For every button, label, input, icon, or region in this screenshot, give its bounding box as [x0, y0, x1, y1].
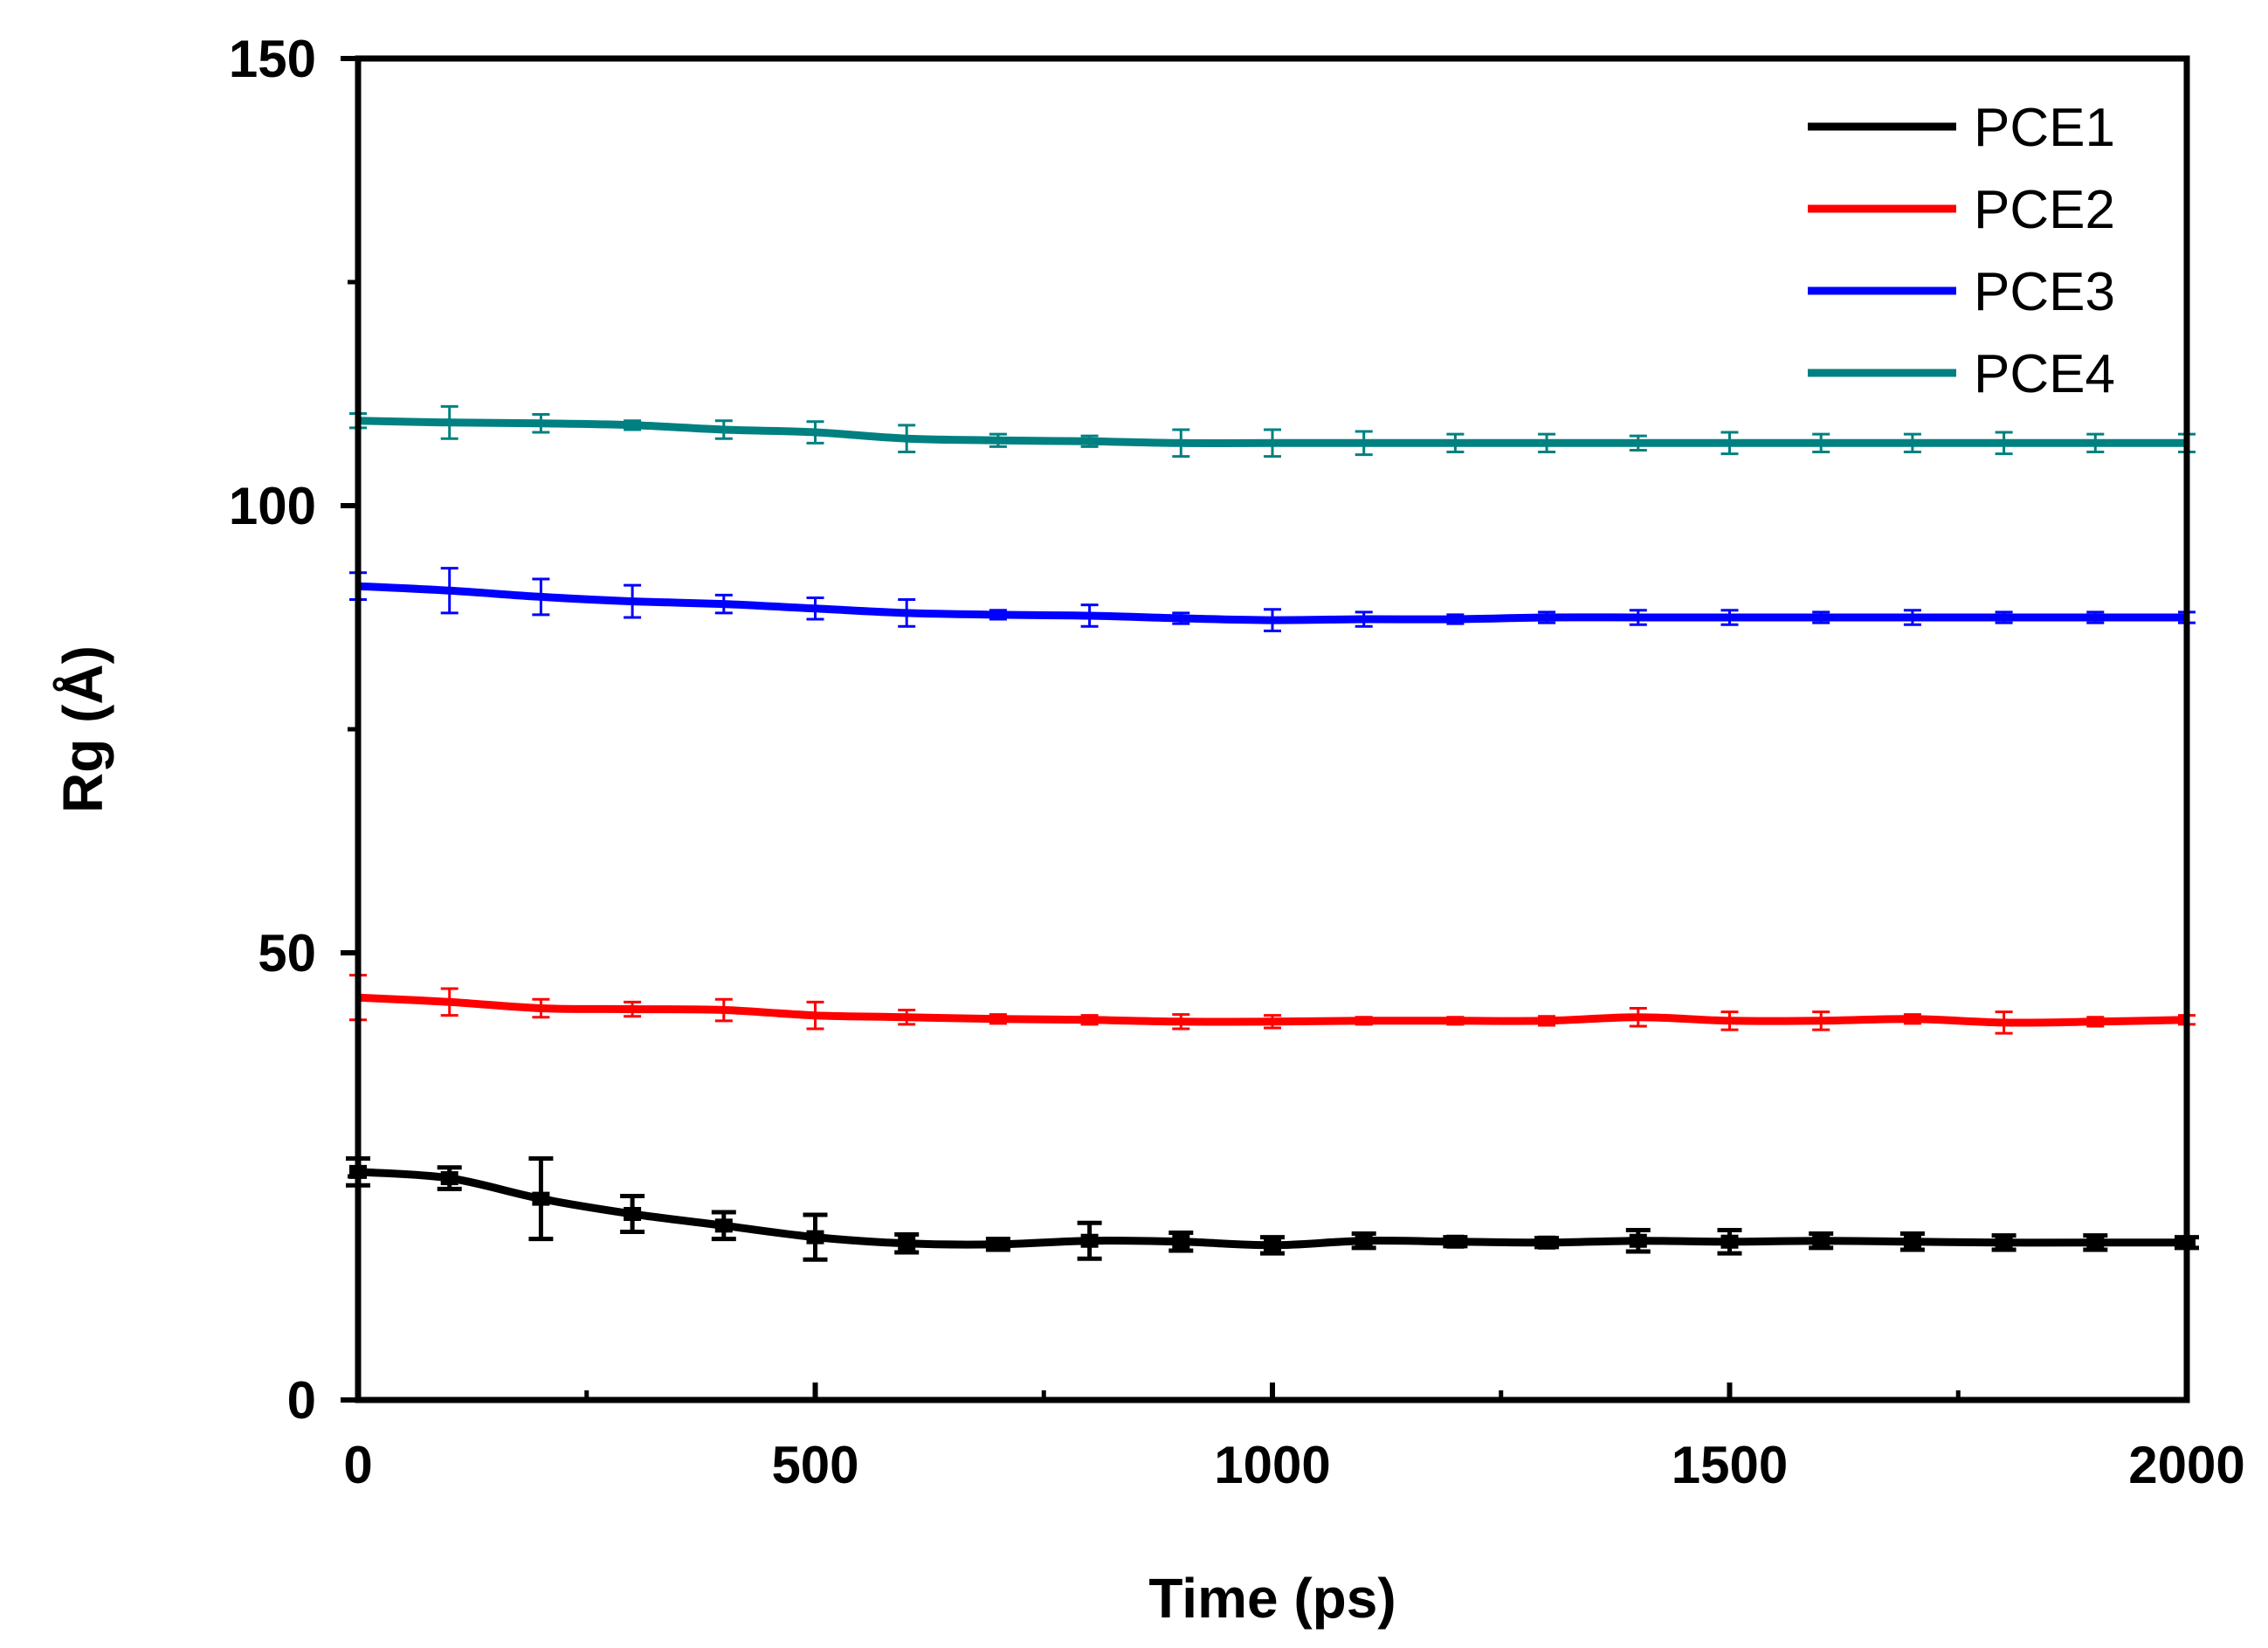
x-tick-label: 2000 [2128, 1436, 2244, 1494]
series-line-pce4 [357, 417, 2187, 447]
y-tick-label: 0 [287, 1371, 316, 1430]
legend-label: PCE4 [1974, 344, 2115, 404]
y-tick-label: 50 [258, 924, 316, 983]
data-point [1538, 1235, 1556, 1250]
y-axis-title: Rg (Å) [52, 645, 114, 813]
data-point [1080, 1233, 1099, 1248]
series-pce2 [349, 974, 2196, 1035]
data-point [989, 1237, 1007, 1252]
series-pce3 [349, 567, 2196, 632]
x-tick-label: 500 [771, 1436, 858, 1494]
data-point [1903, 1234, 1921, 1249]
y-tick-label: 150 [229, 30, 316, 88]
legend-item-pce1: PCE1 [1808, 98, 2115, 158]
data-point [806, 1230, 824, 1245]
data-point [2086, 1235, 2105, 1250]
data-point [624, 1207, 642, 1222]
y-tick-label: 100 [229, 477, 316, 535]
data-point [1995, 1235, 2013, 1250]
x-tick-label: 1000 [1214, 1436, 1330, 1494]
x-axis-title: Time (ps) [1148, 1567, 1396, 1630]
legend-item-pce2: PCE2 [1808, 180, 2115, 240]
data-point [1264, 1238, 1281, 1252]
series-line-pce2 [357, 993, 2188, 1027]
data-point [1629, 1233, 1647, 1248]
data-point [1446, 1234, 1465, 1249]
x-tick-label: 0 [343, 1436, 372, 1494]
series-line-pce3 [357, 582, 2187, 624]
data-point [898, 1236, 916, 1251]
legend-item-pce4: PCE4 [1808, 344, 2115, 404]
legend-item-pce3: PCE3 [1808, 262, 2115, 322]
data-point [1172, 1234, 1190, 1249]
data-point [532, 1191, 550, 1206]
series-pce4 [349, 404, 2196, 459]
data-point [1720, 1234, 1739, 1249]
legend-label: PCE1 [1974, 98, 2115, 158]
series-pce1 [346, 1156, 2199, 1262]
legend-label: PCE2 [1974, 180, 2115, 240]
data-point [1812, 1233, 1830, 1248]
data-point [1355, 1233, 1373, 1248]
legend-label: PCE3 [1974, 262, 2115, 322]
data-point [440, 1171, 458, 1186]
data-point [714, 1218, 733, 1233]
x-tick-label: 1500 [1672, 1436, 1788, 1494]
